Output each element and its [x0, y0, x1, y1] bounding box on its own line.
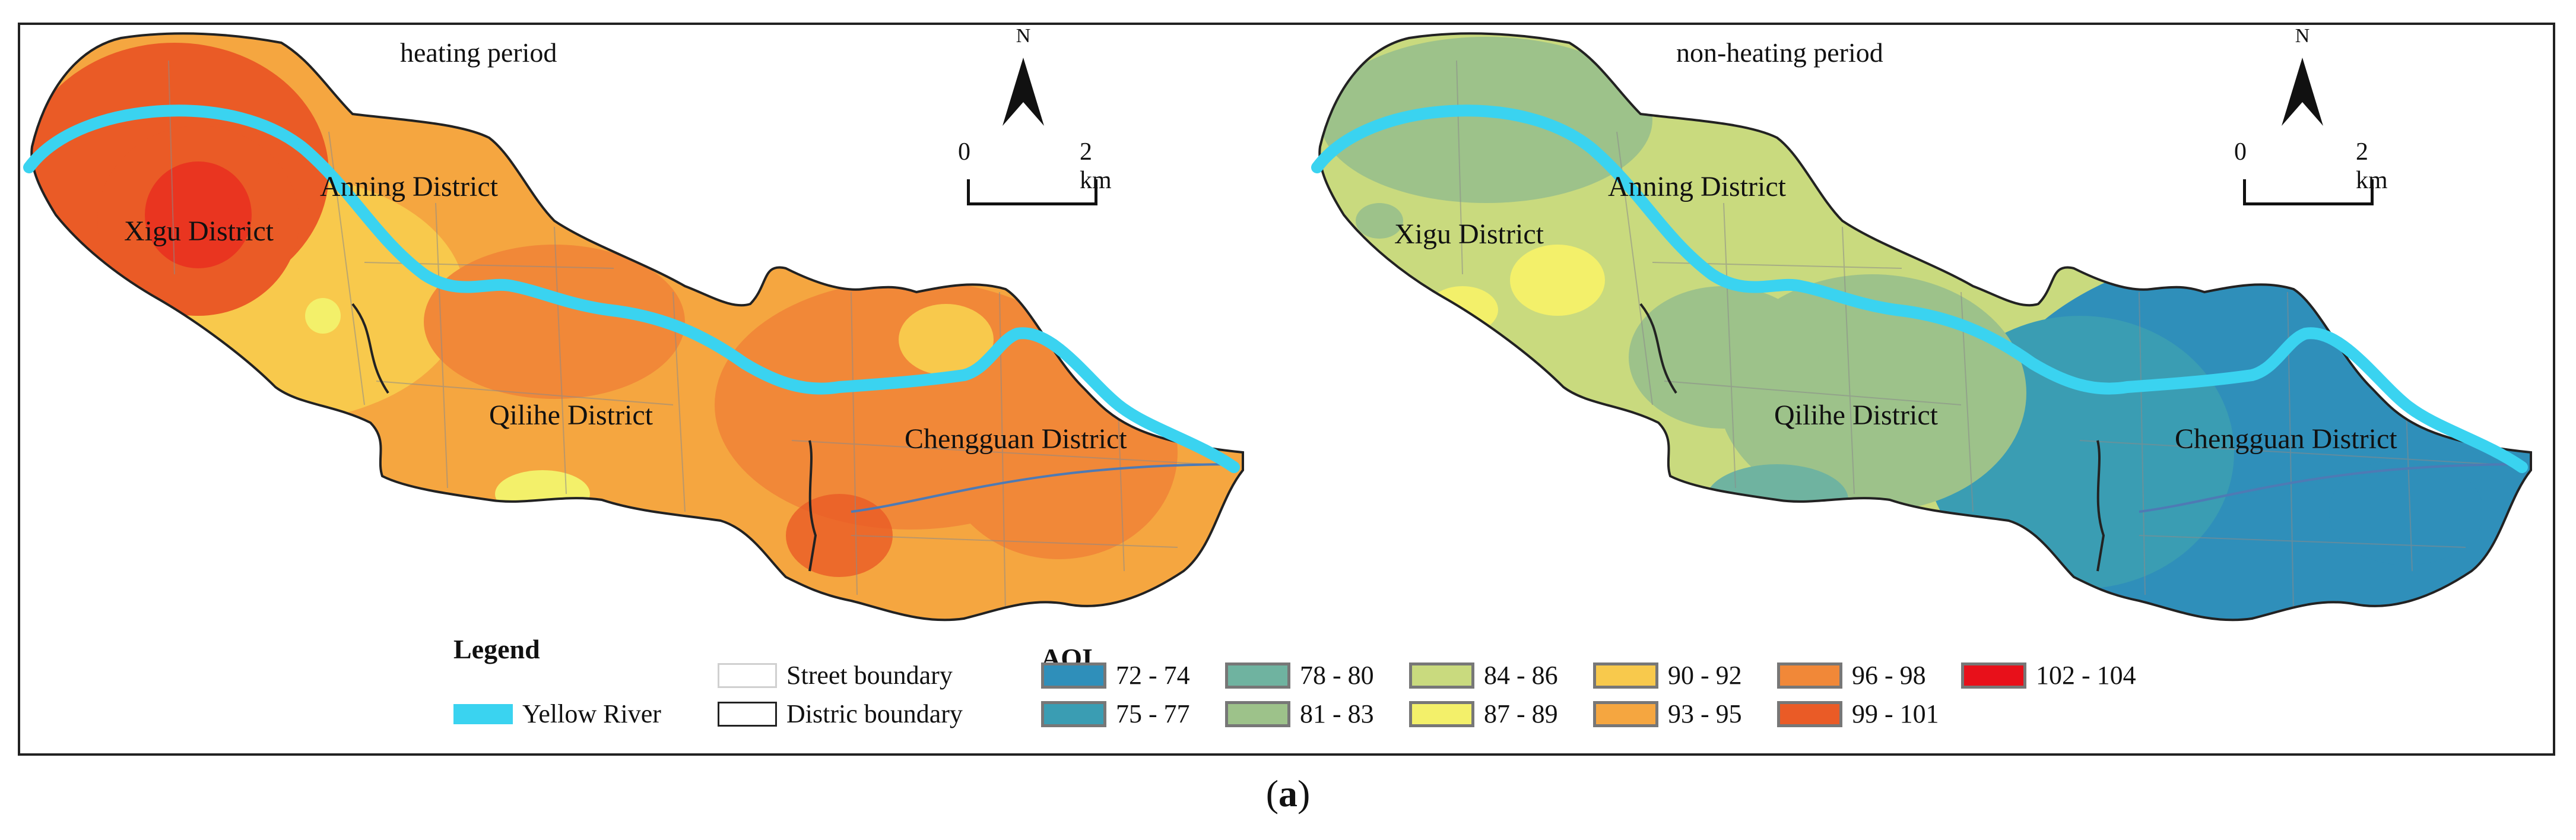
aqi-class-item: 81 - 83: [1225, 699, 1374, 729]
chengguan-district-label: Chengguan District: [2175, 423, 2397, 455]
aqi-class-swatch: [1409, 662, 1474, 689]
legend-district-boundary: Distric boundary: [718, 699, 963, 729]
anning-district-label: Anning District: [1608, 171, 1786, 202]
legend-yellow-river: Yellow River: [453, 699, 661, 729]
aqi-zone: [899, 304, 994, 375]
north-arrow-left: N: [988, 25, 1059, 144]
aqi-class-swatch: [1961, 662, 2026, 689]
aqi-class-label: 81 - 83: [1300, 699, 1374, 728]
aqi-class-swatch: [1041, 662, 1106, 689]
north-label: N: [1016, 25, 1031, 47]
north-arrow-icon: [1003, 58, 1044, 126]
aqi-class-swatch: [1593, 662, 1658, 689]
aqi-class-item: 93 - 95: [1593, 699, 1742, 729]
caption-open: (: [1265, 772, 1279, 814]
non-heating-period-map: [1311, 32, 2532, 622]
scale-bar-line: [2243, 179, 2374, 205]
anning-district-label: Anning District: [320, 171, 498, 202]
street-boundary-label: Street boundary: [786, 661, 953, 690]
scale-start-label: 0: [958, 138, 970, 166]
aqi-class-item: 90 - 92: [1593, 660, 1742, 690]
scale-bar-left: 0 2 km: [958, 138, 1112, 215]
district-boundary-label: Distric boundary: [786, 699, 963, 728]
aqi-zone: [56, 298, 186, 369]
yellow-river-line: [23, 104, 1240, 473]
scale-bar-right: 0 2 km: [2234, 138, 2388, 215]
qilihe-district-label: Qilihe District: [489, 400, 653, 431]
aqi-class-item: 99 - 101: [1777, 699, 1939, 729]
aqi-zone: [305, 298, 341, 334]
aqi-class-item: 102 - 104: [1961, 660, 2136, 690]
district-boundary-swatch: [718, 701, 777, 727]
aqi-class-item: 75 - 77: [1041, 699, 1190, 729]
yellow-river-swatch: [453, 703, 513, 724]
north-arrow-right: N: [2267, 25, 2338, 144]
aqi-class-item: 96 - 98: [1777, 660, 1926, 690]
yellow-river-line: [1311, 104, 2528, 473]
caption-letter: a: [1279, 772, 1297, 814]
figure-caption: (a): [0, 772, 2576, 816]
figure-frame: heating period non-heating period Xigu D…: [18, 23, 2555, 756]
aqi-class-swatch: [1225, 662, 1290, 689]
xigu-district-label: Xigu District: [1394, 218, 1544, 250]
aqi-zone: [495, 470, 590, 518]
aqi-class-label: 96 - 98: [1852, 661, 1926, 690]
aqi-class-item: 84 - 86: [1409, 660, 1558, 690]
aqi-class-label: 78 - 80: [1300, 661, 1374, 690]
aqi-zone: [2329, 458, 2483, 565]
qilihe-district-label: Qilihe District: [1774, 400, 1938, 431]
scale-end-label: 2 km: [2356, 138, 2388, 194]
aqi-class-item: 72 - 74: [1041, 660, 1190, 690]
caption-close: ): [1297, 772, 1311, 814]
aqi-zone: [1356, 203, 1403, 239]
xigu-district-label: Xigu District: [124, 215, 274, 247]
aqi-class-swatch: [1777, 662, 1842, 689]
chengguan-district-label: Chengguan District: [905, 423, 1127, 455]
aqi-class-swatch: [1593, 700, 1658, 727]
scale-start-label: 0: [2234, 138, 2247, 166]
non-heating-period-title: non-heating period: [1676, 37, 1883, 68]
aqi-class-label: 72 - 74: [1116, 661, 1190, 690]
aqi-class-item: 87 - 89: [1409, 699, 1558, 729]
aqi-class-label: 99 - 101: [1852, 699, 1939, 728]
aqi-zone: [1320, 37, 1652, 203]
aqi-class-label: 90 - 92: [1668, 661, 1742, 690]
north-arrow-icon: [2282, 58, 2323, 126]
aqi-class-label: 93 - 95: [1668, 699, 1742, 728]
aqi-class-swatch: [1409, 700, 1474, 727]
aqi-zone: [1510, 245, 1605, 316]
aqi-class-label: 102 - 104: [2036, 661, 2136, 690]
aqi-class-label: 87 - 89: [1484, 699, 1558, 728]
heating-period-map: [23, 32, 1245, 622]
yellow-river-label: Yellow River: [522, 699, 661, 728]
north-label: N: [2295, 25, 2310, 47]
aqi-class-item: 78 - 80: [1225, 660, 1374, 690]
scale-bar-line: [967, 179, 1097, 205]
aqi-class-swatch: [1225, 700, 1290, 727]
aqi-class-label: 84 - 86: [1484, 661, 1558, 690]
aqi-zone: [786, 494, 893, 577]
aqi-class-swatch: [1041, 700, 1106, 727]
maps-svg: [23, 32, 2532, 622]
aqi-class-label: 75 - 77: [1116, 699, 1190, 728]
legend-street-boundary: Street boundary: [718, 660, 953, 690]
street-boundary-swatch: [718, 663, 777, 688]
aqi-class-swatch: [1777, 700, 1842, 727]
heating-period-title: heating period: [400, 37, 557, 68]
legend-title: Legend: [453, 634, 540, 664]
